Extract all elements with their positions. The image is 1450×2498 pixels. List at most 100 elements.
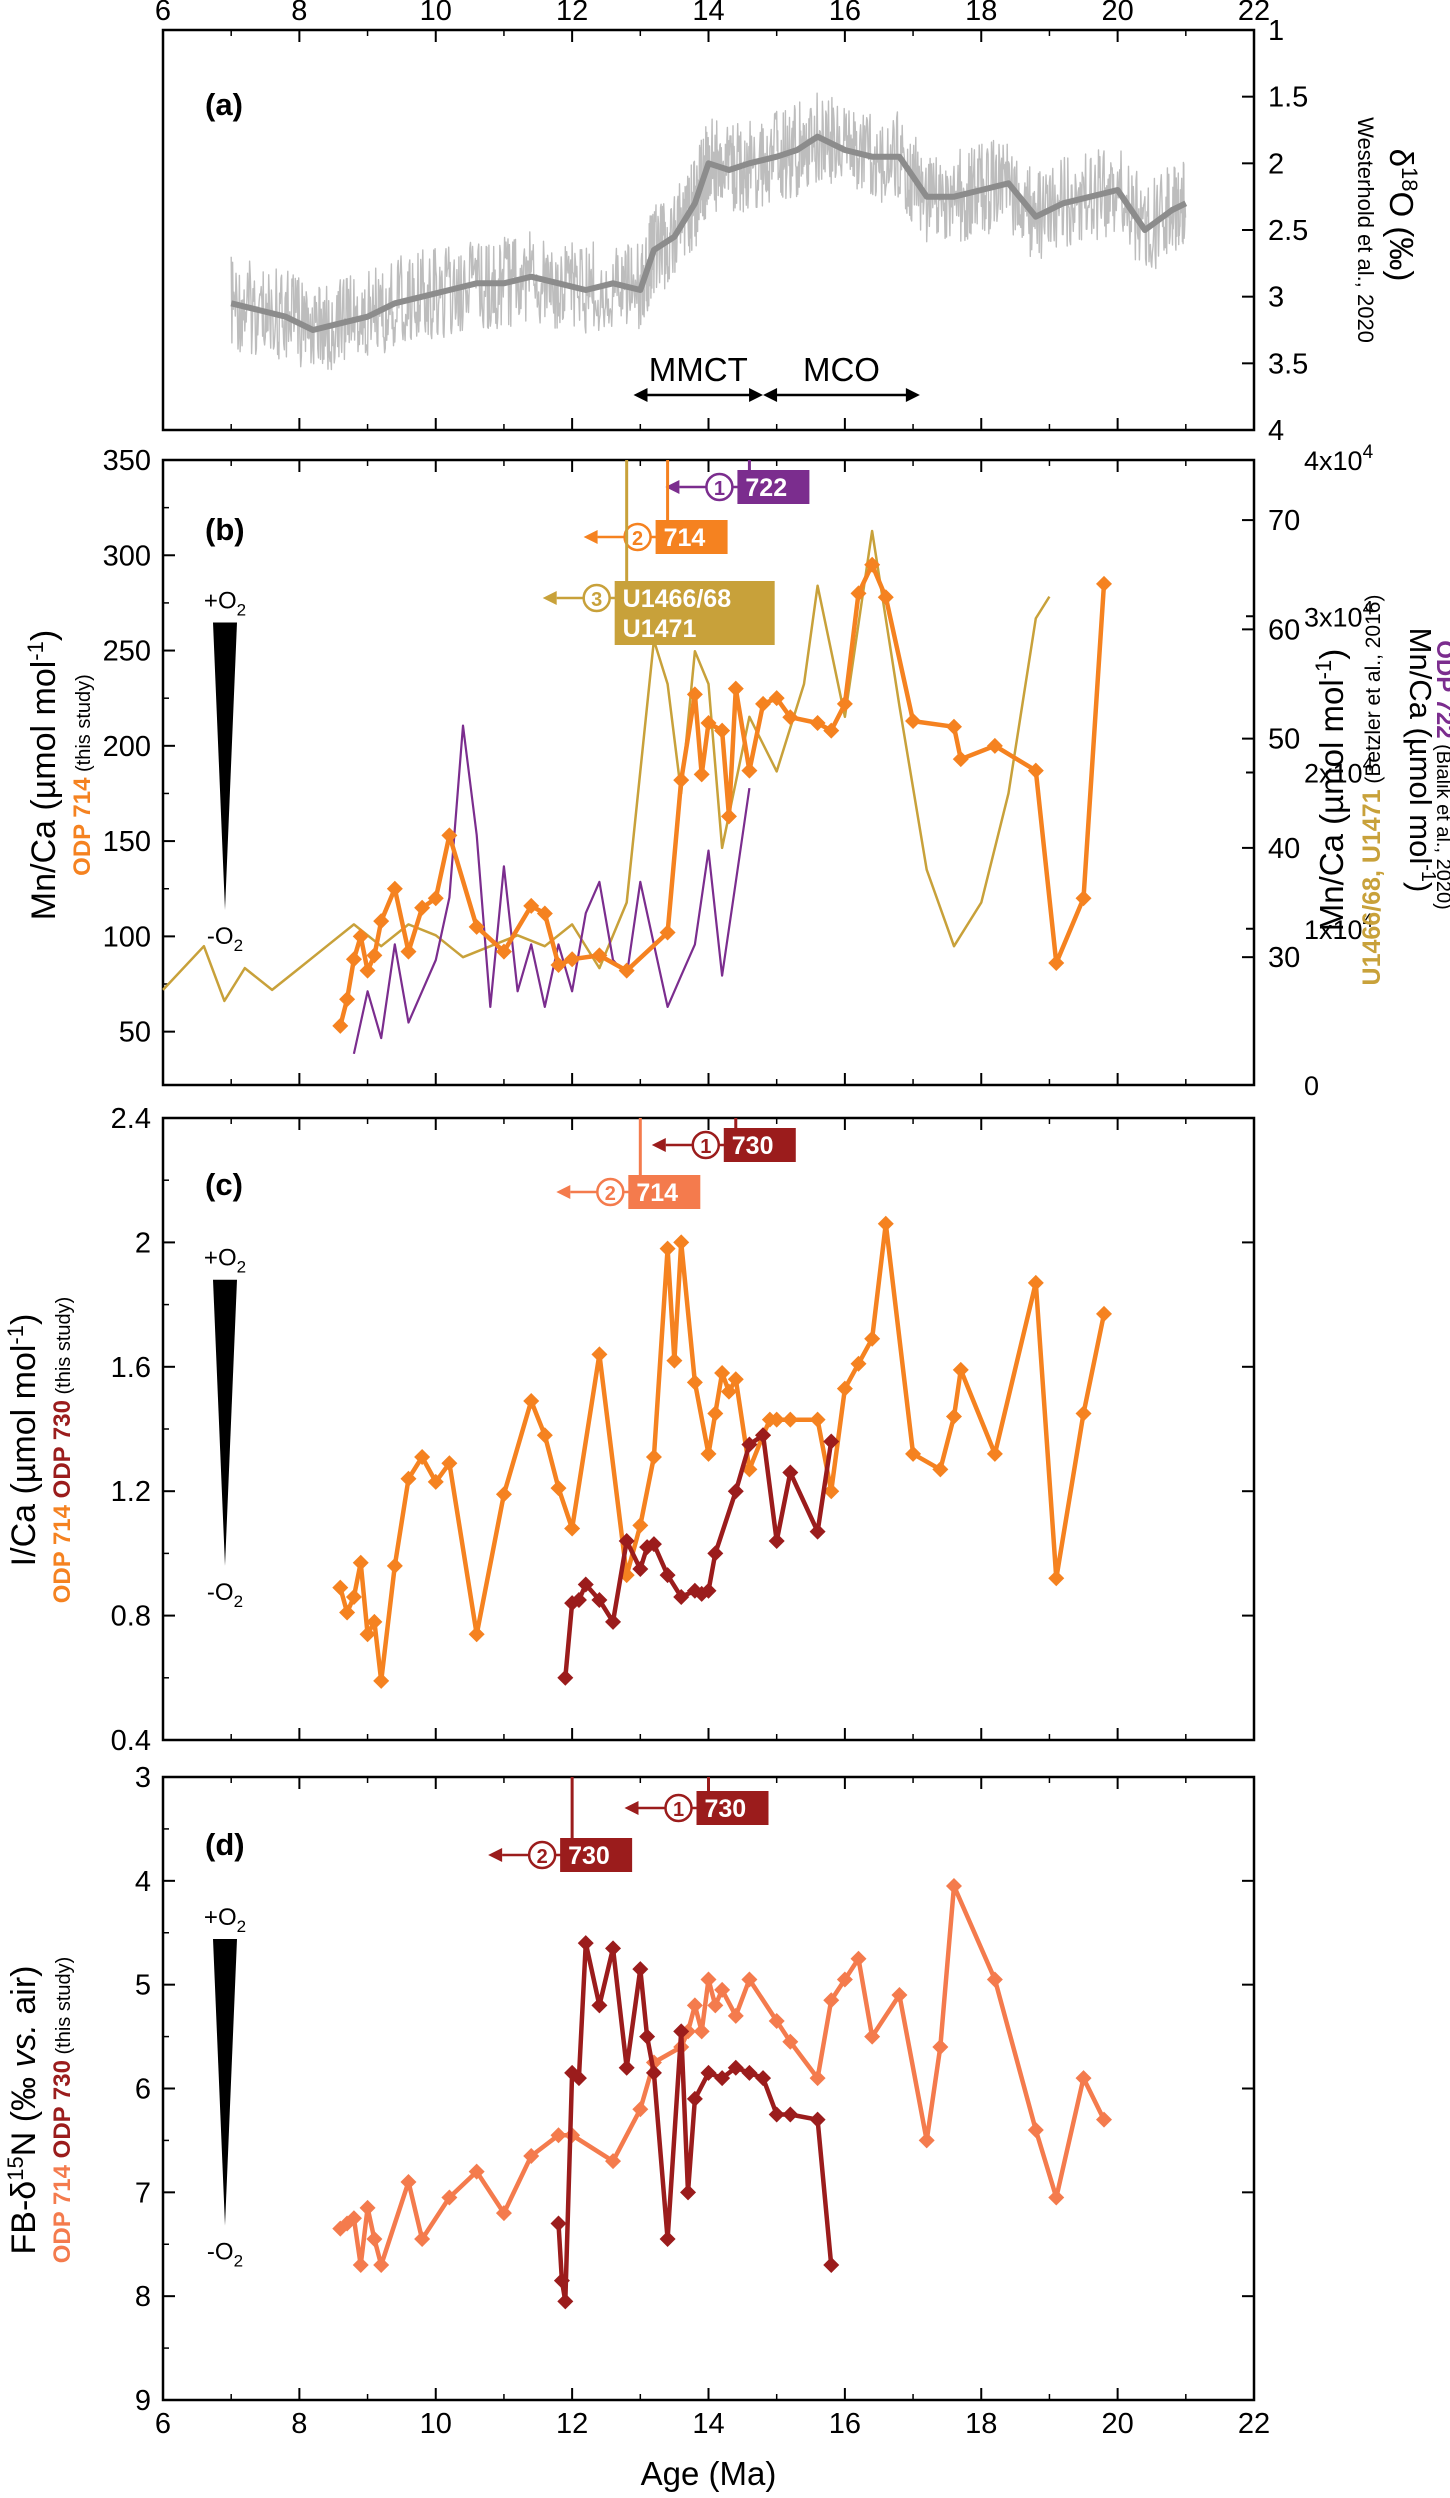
wedge-label-bottom: -O2: [207, 1579, 243, 1611]
oxygenation-wedge: [213, 1938, 237, 2226]
odp714-mnca-point: [386, 880, 403, 897]
event-marker-circle: [582, 583, 611, 613]
event-marker-box: [737, 470, 810, 504]
panel-c-y-tick-label: 2: [135, 1227, 151, 1259]
odp714-mnca-point: [905, 713, 922, 730]
event-marker-circle: [664, 1793, 693, 1823]
odp714-mnca-point: [1027, 762, 1044, 779]
event-marker-circle: [623, 522, 652, 552]
odp730-d15n-point: [823, 2257, 840, 2274]
x-tick-label-top: 20: [1101, 0, 1133, 27]
event-marker-box: [655, 520, 728, 554]
panel-b-ylabel-right1-sites: U1466/68, U1471 (Betzler et al., 2016): [1358, 595, 1386, 986]
odp714-d15n-point: [986, 1971, 1003, 1988]
odp714-d15n-point: [945, 1878, 962, 1895]
odp714-mnca-point: [714, 722, 731, 739]
odp714-d15n-point: [693, 2023, 710, 2040]
panel-c-frame: [161, 1116, 1256, 1742]
event-marker-box: [723, 1128, 796, 1162]
wedge-label-top: +O2: [204, 1904, 246, 1936]
x-tick-label-bottom: 18: [965, 2408, 997, 2440]
event-marker-label: 730: [705, 1795, 747, 1823]
odp730-ica-point: [659, 1567, 676, 1584]
odp714-d15n-point: [373, 2257, 390, 2274]
odp730-ica-point: [755, 1427, 772, 1444]
panel-b-y-tick-label: 150: [103, 826, 151, 858]
panel-d-y-tick-label: 7: [135, 2177, 151, 2209]
panel-b-ylabel-right1: Mn/Ca (µmol mol-1): [1311, 649, 1350, 931]
event-marker-number: 2: [632, 528, 643, 550]
odp714-ica-point: [1075, 1405, 1092, 1422]
odp730-d15n-point: [570, 2070, 587, 2087]
oxygenation-wedge: [213, 622, 237, 910]
panel-b-right2-tick-label: 2x104: [1304, 755, 1374, 789]
event-marker-number: 3: [591, 589, 602, 611]
odp714-mnca-point: [345, 951, 362, 968]
event-range-arrowhead: [749, 388, 764, 402]
odp714-ica-point: [345, 1588, 362, 1605]
x-tick-label-top: 22: [1238, 0, 1270, 27]
event-marker-label: 714: [664, 524, 706, 552]
panel-b-right2-tick-label: 4x104: [1304, 442, 1374, 476]
odp714-ica-point: [1095, 1305, 1112, 1322]
odp714-d15n-point: [700, 1971, 717, 1988]
odp730-d15n-point: [727, 2059, 744, 2076]
panel-b-right1-tick-label: 70: [1268, 505, 1300, 537]
odp714-mnca-point: [400, 943, 417, 960]
odp714-ica-point: [782, 1411, 799, 1428]
odp730-ica-point: [632, 1560, 649, 1577]
odp714-mnca-point: [673, 772, 690, 789]
panel-b-right2-tick-label: 3x104: [1304, 598, 1374, 632]
event-marker-arrowhead: [651, 1138, 666, 1152]
x-tick-label-top: 10: [420, 0, 452, 27]
odp714-mnca-point: [550, 956, 567, 973]
odp714-ica-point: [400, 1470, 417, 1487]
panel-b-ylabel-right2: Mn/Ca (µmol mol-1): [1403, 628, 1439, 893]
odp730-ica-point: [577, 1576, 594, 1593]
panel-d-y-tick-label: 8: [135, 2281, 151, 2313]
odp714-ica-point: [536, 1427, 553, 1444]
odp714-ica-point: [707, 1405, 724, 1422]
panel-d-y-tick-label: 9: [135, 2385, 151, 2417]
x-tick-label-bottom: 12: [556, 2408, 588, 2440]
x-tick-label-bottom: 8: [291, 2408, 307, 2440]
panel-a-y-tick-label: 3: [1268, 282, 1284, 314]
odp714-mnca-point: [1095, 575, 1112, 592]
panel-b-ylabel-right2-site: ODP 722 (Bialik et al., 2020): [1431, 640, 1450, 910]
odp714-ica-point: [550, 1480, 567, 1497]
odp714-mnca-point: [864, 556, 881, 573]
panel-c-ylabel-sites: ODP 714 ODP 730 (this study): [49, 1297, 76, 1604]
odp714-d15n-point: [1075, 2070, 1092, 2087]
panel-a-y-tick-label: 3.5: [1268, 348, 1308, 380]
odp714-mnca-point: [755, 695, 772, 712]
event-marker-circle: [596, 1177, 625, 1207]
series-odp722: [352, 724, 751, 1055]
event-marker-label: 714: [636, 1179, 678, 1207]
wedge-label-top: +O2: [204, 588, 246, 620]
odp730-ica-point: [591, 1592, 608, 1609]
event-marker-box: [560, 1838, 633, 1872]
x-tick-label-top: 16: [829, 0, 861, 27]
odp714-ica-point: [366, 1613, 383, 1630]
odp714-mnca-point: [700, 714, 717, 731]
event-marker-label: 722: [745, 474, 787, 502]
odp714-d15n-point: [441, 2189, 458, 2206]
wedge-label-top: +O2: [204, 1245, 246, 1277]
odp714-d15n-point: [359, 2199, 376, 2216]
panel-b-right1-tick-label: 30: [1268, 942, 1300, 974]
odp730-ica-point: [618, 1532, 635, 1549]
odp714-d15n-point: [823, 1992, 840, 2009]
event-marker-circle: [527, 1840, 557, 1870]
x-tick-label-bottom: 10: [420, 2408, 452, 2440]
odp714-ica-point: [823, 1483, 840, 1500]
odp714-ica-point: [727, 1371, 744, 1388]
odp714-mnca-point: [720, 808, 737, 825]
panel-b-right2-tick-label: 0: [1304, 1071, 1319, 1101]
odp714-mnca-point: [427, 890, 444, 907]
odp714-d15n-point: [605, 2153, 622, 2170]
d18o-raw-series: [230, 92, 1187, 371]
panel-b-ylabel-left-site: ODP 714 (this study): [69, 674, 96, 876]
odp714-mnca-point: [468, 918, 485, 935]
panel-c-y-tick-label: 1.6: [111, 1352, 151, 1384]
